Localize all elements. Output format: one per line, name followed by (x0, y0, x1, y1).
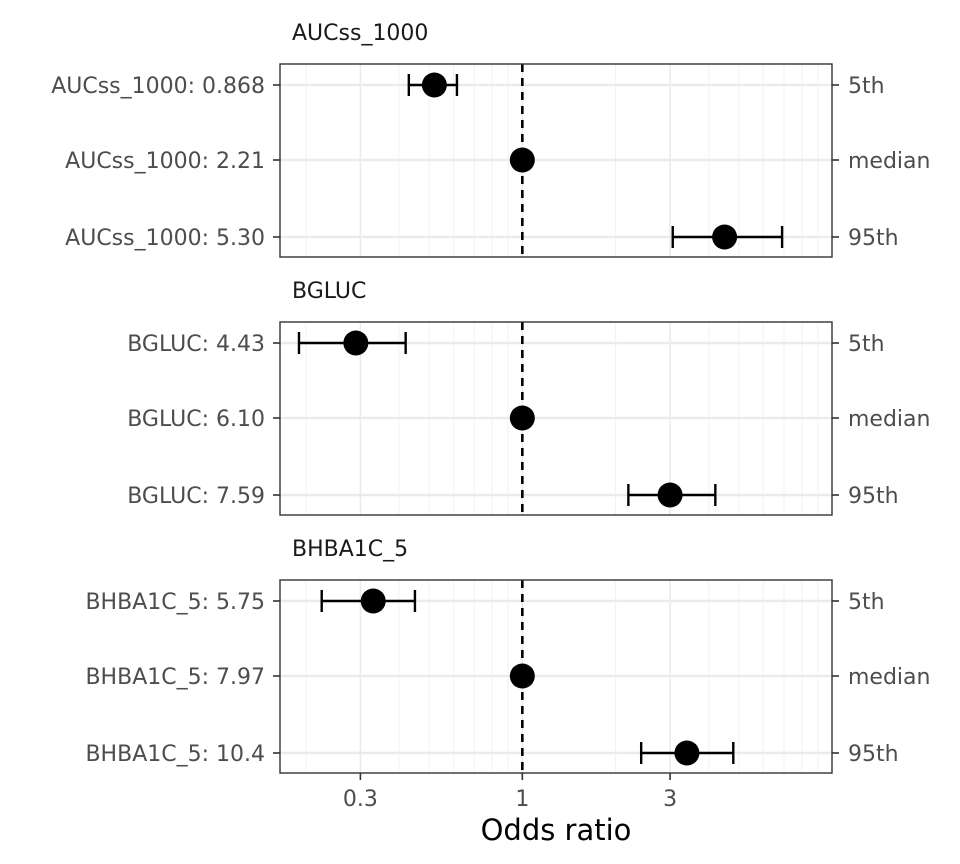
panel-border (279, 63, 833, 258)
y-tick-label: AUCss_1000: 5.30 (65, 226, 265, 251)
quantile-label: 5th (848, 590, 885, 615)
y-tick-label: BHBA1C_5: 5.75 (85, 590, 265, 615)
y-tick-label: BGLUC: 7.59 (127, 484, 265, 509)
quantile-label: 5th (848, 332, 885, 357)
x-tick-label: 0.3 (343, 787, 378, 812)
data-point (509, 405, 535, 431)
quantile-label: 95th (848, 484, 899, 509)
panel-title: AUCss_1000 (292, 21, 428, 46)
y-tick-label: BGLUC: 6.10 (127, 407, 265, 432)
data-point (674, 740, 700, 766)
y-tick-label: BGLUC: 4.43 (127, 332, 265, 357)
data-point (712, 224, 738, 250)
x-axis-title: Odds ratio (481, 813, 632, 847)
data-point (360, 588, 386, 614)
data-point (509, 147, 535, 173)
data-point (657, 482, 683, 508)
quantile-label: 5th (848, 74, 885, 99)
y-tick-label: AUCss_1000: 0.868 (51, 74, 265, 99)
panel-title: BGLUC (292, 279, 366, 304)
quantile-label: 95th (848, 742, 899, 767)
y-tick-label: BHBA1C_5: 7.97 (85, 665, 265, 690)
quantile-label: median (848, 665, 930, 690)
data-point (421, 72, 447, 98)
quantile-label: median (848, 149, 930, 174)
x-tick-label: 1 (515, 787, 529, 812)
y-tick-label: AUCss_1000: 2.21 (65, 149, 265, 174)
y-tick-label: BHBA1C_5: 10.4 (85, 742, 265, 767)
quantile-label: median (848, 407, 930, 432)
x-tick-label: 3 (663, 787, 677, 812)
panel-title: BHBA1C_5 (292, 537, 408, 562)
panel-border (279, 321, 833, 516)
panel-border (279, 579, 833, 774)
data-point (343, 330, 369, 356)
data-point (509, 663, 535, 689)
quantile-label: 95th (848, 226, 899, 251)
